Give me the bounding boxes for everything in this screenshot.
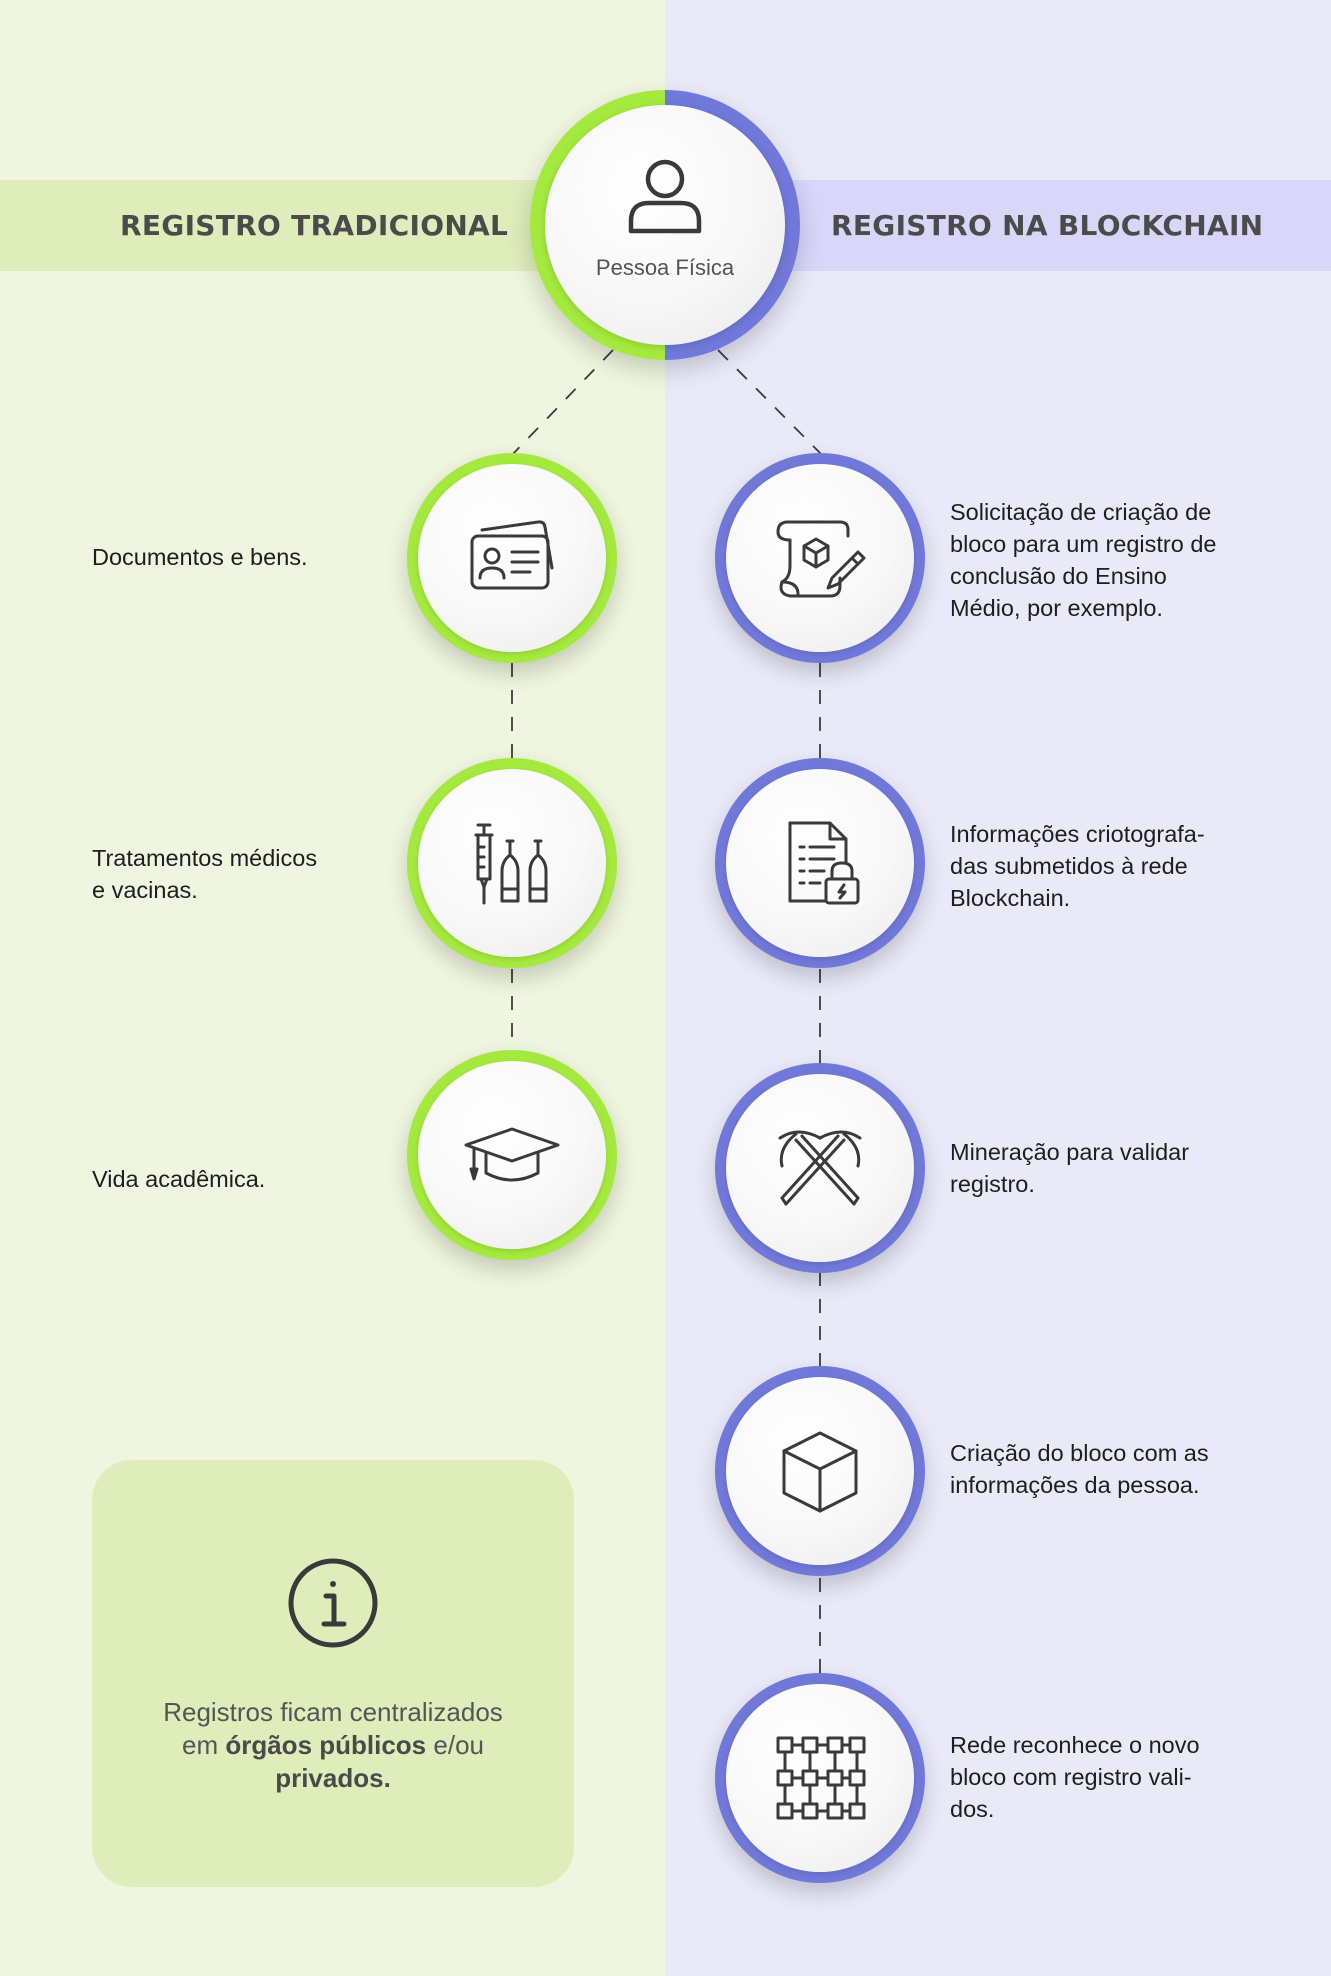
- pickaxes-icon: [778, 1130, 862, 1206]
- medical-node: [407, 758, 617, 968]
- info-text: Registros ficam centralizados em órgãos …: [112, 1696, 554, 1795]
- medical-text-line-1: Tratamentos médicos: [92, 845, 318, 871]
- info-icon: [288, 1558, 378, 1648]
- info-box: Registros ficam centralizados em órgãos …: [92, 1460, 574, 1887]
- mining-text: Mineração para validar registro.: [950, 1139, 1190, 1197]
- documents-node: [407, 453, 617, 663]
- medical-text: Tratamentos médicos e vacinas.: [92, 842, 362, 906]
- info-text-bold-public: órgãos públicos: [225, 1730, 427, 1760]
- locked-document-icon: [788, 821, 860, 905]
- block-creation-text: Criação do bloco com as informações da p…: [950, 1440, 1209, 1498]
- info-text-prefix: em: [182, 1730, 226, 1760]
- cube-icon: [782, 1431, 858, 1513]
- info-text-line-2: em órgãos públicos e/ou: [112, 1729, 554, 1762]
- medical-text-line-2: e vacinas.: [92, 877, 198, 903]
- encrypted-info-line-3: Blockchain.: [950, 885, 1071, 911]
- encrypted-info-text: Informações criotografa- das submetidos …: [950, 818, 1240, 914]
- blockchain-header-band: REGISTRO NA BLOCKCHAIN: [770, 180, 1331, 271]
- person-label: Pessoa Física: [595, 255, 735, 280]
- block-request-node: [715, 453, 925, 663]
- person-node: Pessoa Física: [530, 90, 800, 360]
- network-node: [715, 1673, 925, 1883]
- graduation-cap-icon: [464, 1127, 560, 1182]
- person-node-inner: Pessoa Física: [545, 105, 785, 345]
- scroll-pencil-icon: [776, 520, 866, 598]
- person-icon: [628, 159, 702, 234]
- traditional-header-band: REGISTRO TRADICIONAL: [0, 180, 560, 271]
- block-request-text: Solicitação de criação de bloco para um …: [950, 499, 1217, 621]
- traditional-title: REGISTRO TRADICIONAL: [120, 209, 509, 242]
- syringe-vials-icon: [474, 823, 548, 905]
- documents-text: Documentos e bens.: [92, 544, 308, 570]
- id-cards-icon: [470, 520, 554, 590]
- encrypted-info-node: [715, 758, 925, 968]
- block-network-icon: [776, 1736, 866, 1820]
- block-creation-node: [715, 1366, 925, 1576]
- network-text-line-1: Rede reconhece o novo: [950, 1732, 1200, 1758]
- blockchain-panel-background: [665, 0, 1331, 1976]
- info-text-line-1: Registros ficam centralizados: [163, 1697, 503, 1727]
- network-text-line-2: bloco com registro vali-: [950, 1764, 1192, 1790]
- encrypted-info-line-2: das submetidos à rede: [950, 853, 1188, 879]
- blockchain-title: REGISTRO NA BLOCKCHAIN: [831, 209, 1264, 242]
- mining-node: [715, 1063, 925, 1273]
- academic-text: Vida acadêmica.: [92, 1166, 266, 1192]
- info-text-suffix: e/ou: [426, 1730, 484, 1760]
- network-text: Rede reconhece o novo bloco com registro…: [950, 1729, 1240, 1825]
- encrypted-info-line-1: Informações criotografa-: [950, 821, 1205, 847]
- info-text-bold-private: privados.: [275, 1763, 391, 1793]
- network-text-line-3: dos.: [950, 1796, 995, 1822]
- academic-node: [407, 1050, 617, 1260]
